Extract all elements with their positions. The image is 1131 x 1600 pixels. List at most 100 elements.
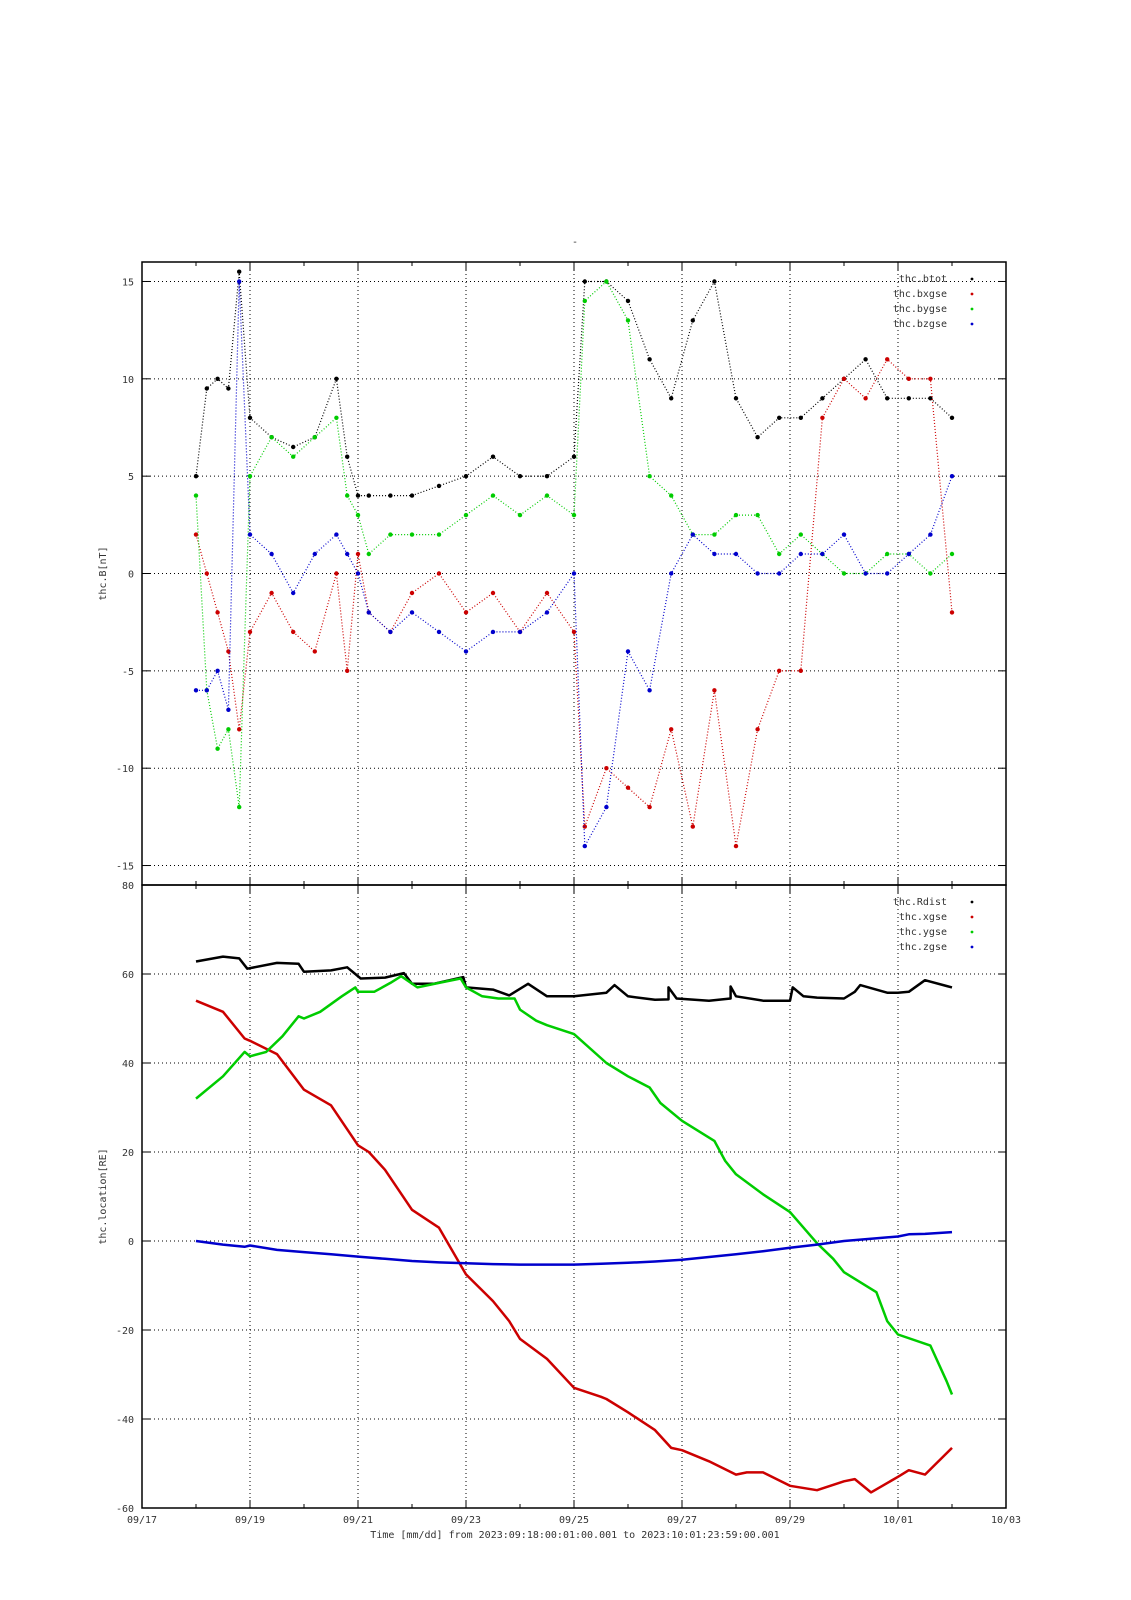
legend-marker [970,322,974,326]
data-point [949,474,955,479]
series-thc-bxgse [193,357,955,849]
data-point [798,532,803,537]
data-point [669,396,674,401]
data-point [949,610,955,615]
legend-marker [970,292,974,296]
bottom-y-tick-label: 40 [122,1059,134,1070]
legend-label: thc.bxgse [893,289,947,300]
x-tick-label: 09/27 [667,1515,697,1526]
x-tick-label: 09/29 [775,1515,805,1526]
series-line-thc-Rdist [195,955,953,1002]
data-point [949,415,955,420]
data-point [345,454,350,459]
data-point [226,649,231,654]
bottom-y-tick-label: 80 [122,881,134,892]
bottom-panel-frame [141,884,1007,1509]
data-point [712,551,717,557]
data-point [820,415,825,420]
data-point [291,629,296,635]
legend-marker [970,945,974,949]
series-line-thc-zgse [195,1230,953,1266]
x-tick-label: 10/01 [883,1515,913,1526]
data-point [334,571,339,576]
top-y-tick-label: 15 [122,277,134,288]
data-point [436,629,442,635]
data-point [571,629,577,635]
data-point [625,785,631,790]
data-point [625,649,631,654]
series-thc-bzgse [193,279,955,849]
data-point [544,610,550,615]
bottom-y-axis-label: thc.location[RE] [98,1148,109,1244]
top-y-tick-label: 0 [128,570,134,581]
data-point [582,279,587,284]
data-point [841,376,847,381]
top-y-axis-label: thc.B[nT] [98,546,109,600]
legend-label: thc.Rdist [893,897,947,908]
data-point [928,571,933,576]
data-point [388,493,393,498]
top-legend: thc.btot thc.bxgse thc.bygse thc.bzgse [893,274,974,330]
legend-marker [970,307,974,311]
data-point [366,493,371,498]
data-point [215,610,220,615]
data-point [204,386,209,391]
legend-label: thc.ygse [899,927,947,938]
data-point [863,571,868,576]
data-point [863,396,868,401]
data-point [517,629,523,635]
data-point [690,318,695,323]
data-point [355,493,361,498]
legend-label: thc.xgse [899,912,947,923]
data-point [490,629,496,635]
data-point [312,435,317,440]
x-tick-label: 10/03 [991,1515,1021,1526]
x-tick-label: 09/25 [559,1515,589,1526]
time-axis: 09/17 09/19 09/21 09/23 09/25 09/27 09/29 10/01… [127,1515,1021,1526]
top-y-tick-label: -5 [122,667,134,678]
legend-marker [970,900,974,904]
data-point [669,571,674,576]
data-point [517,512,523,518]
legend-label: thc.zgse [899,942,947,953]
data-point [733,843,739,849]
x-tick-label: 09/17 [127,1515,157,1526]
data-point [193,493,199,498]
data-point [777,571,782,576]
legend-label: thc.bygse [893,304,947,315]
data-point [571,454,577,459]
data-point [906,396,911,401]
series-line-thc-ygse [195,974,954,1395]
data-point [409,493,415,498]
data-point [928,396,933,401]
header-mark: - [572,237,578,248]
data-point [409,590,415,596]
x-tick-label: 09/19 [235,1515,265,1526]
location-panel: 80 60 40 20 0 -20 -40 -60 thc.location[RE] thc.… [98,881,1007,1515]
data-point [436,483,442,489]
bottom-y-tick-label: -20 [116,1326,134,1337]
top-y-tick-label: -15 [116,862,134,873]
bottom-y-tick-label: -40 [116,1415,134,1426]
data-point [226,707,231,712]
data-point [582,824,587,829]
top-y-tick-label: 10 [122,375,134,386]
data-point [863,357,868,362]
legend-label: thc.bzgse [893,319,947,330]
bottom-y-tick-label: 60 [122,970,134,981]
x-tick-label: 09/23 [451,1515,481,1526]
data-point [928,532,933,537]
series-thc-btot [193,269,955,498]
top-y-tick-label: -10 [116,764,134,775]
data-point [949,551,955,557]
data-point [885,396,890,401]
series-trace-thc-bygse [195,280,953,808]
legend-marker [970,915,974,919]
data-point [237,727,242,732]
data-point [237,804,242,810]
legend-marker [970,930,974,934]
bottom-y-tick-label: 20 [122,1148,134,1159]
bottom-y-tick-label: 0 [128,1237,134,1248]
data-point [820,551,825,557]
